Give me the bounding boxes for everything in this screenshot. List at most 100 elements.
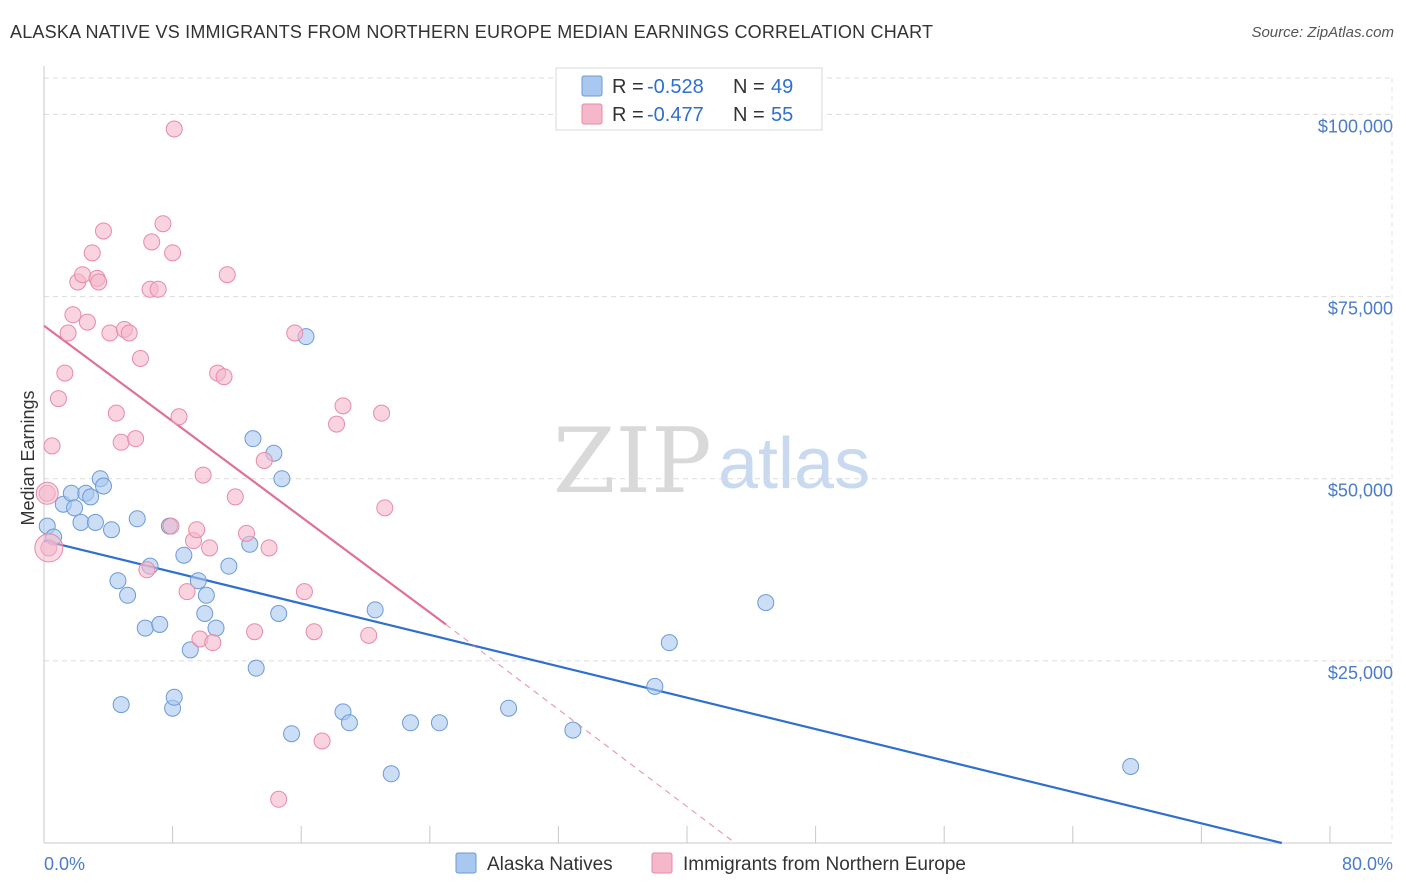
alaska-native-point-21 [175,546,193,564]
northern-europe-point-49 [313,732,331,750]
northern-europe-point-30 [178,583,196,601]
northern-europe-point-20 [131,350,149,367]
alaska-native-point-8 [86,513,104,531]
alaska-native-point-29 [247,659,265,677]
alaska-native-point-3 [62,484,80,502]
northern-europe-point-13 [94,222,112,240]
legend-swatch-northern-europe [651,852,673,874]
northern-europe-point-9 [78,313,96,331]
alaska-native-point-41 [500,699,518,717]
stats-swatch-1 [581,75,603,97]
alaska-native-point-24 [196,605,214,622]
alaska-native-point-48 [220,557,238,575]
y-tick-label-3: $100,000 [1318,116,1393,136]
alaska-native-point-14 [128,510,146,528]
alaska-native-point-36 [340,714,358,732]
northern-europe-point-23 [143,233,161,251]
series-legend: Alaska Natives Immigrants from Northern … [455,852,966,875]
northern-europe-point-34 [194,466,212,484]
y-tick-label-2: $75,000 [1328,299,1393,319]
northern-europe-point-50 [328,415,346,433]
northern-europe-point-10 [83,244,101,262]
northern-europe-point-28 [165,120,183,138]
alaska-native-point-32 [273,470,291,488]
stats-legend: R = -0.528 N = 49 R = -0.477 N = 55 [555,67,823,131]
northern-europe-point-53 [373,404,391,422]
chart-title: ALASKA NATIVE VS IMMIGRANTS FROM NORTHER… [10,22,934,42]
alaska-native-point-25 [197,586,215,604]
alaska-native-point-40 [430,714,448,732]
northern-europe-point-32 [188,521,206,539]
alaska-native-point-13 [119,586,137,604]
northern-europe-point-26 [162,517,180,535]
alaska-native-point-5 [72,513,90,531]
alaska-native-point-37 [366,601,384,619]
watermark-atlas: atlas [718,424,870,504]
x-tick-label-right: 80.0% [1342,854,1393,874]
alaska-native-point-22 [181,641,199,659]
stats-swatch-2 [581,103,603,125]
alaska-native-point-15 [136,619,154,637]
northern-europe-point-41 [238,524,256,542]
x-tick-label-left: 0.0% [44,854,85,874]
northern-europe-point-35 [201,539,219,557]
stats-r-label-2: R = [612,104,649,126]
northern-europe-point-43 [255,452,273,469]
stats-r-label-1: R = [612,76,649,98]
northern-europe-point-2 [43,437,61,455]
legend-label-northern-europe: Immigrants from Northern Europe [683,854,966,875]
alaska-native-point-10 [94,477,112,495]
alaska-native-point-4 [66,499,84,517]
alaska-native-point-28 [244,430,262,448]
alaska-native-point-42 [564,721,582,739]
alaska-native-point-31 [270,605,288,622]
watermark-zip: ZIP [553,409,712,514]
northern-europe-point-48 [305,623,323,641]
x-tick-labels: 0.0% 80.0% [44,854,1393,874]
northern-europe-point-42 [246,623,264,641]
northern-europe-point-54 [376,499,394,517]
data-points [34,120,1140,808]
northern-europe-point-38 [215,368,233,386]
northern-europe-point-large-2 [35,481,59,505]
northern-europe-point-19 [127,430,145,448]
northern-europe-point-39 [218,266,236,284]
trend-lines [43,324,1283,845]
y-tick-labels: $25,000 $50,000 $75,000 $100,000 [1318,116,1393,682]
y-axis-title: Median Earnings [18,390,38,525]
stats-n-label-2: N = [733,104,770,126]
northern-europe-point-15 [107,404,125,422]
northern-europe-point-6 [64,306,82,324]
alaska-native-point-44 [660,634,678,652]
northern-europe-point-36 [204,634,222,652]
watermark: ZIP atlas [553,409,870,514]
northern-europe-point-5 [59,324,77,342]
alaska-native-point-11 [103,521,121,539]
y-tick-label-1: $50,000 [1328,481,1393,501]
northern-europe-point-52 [360,626,378,644]
northern-europe-point-24 [149,280,167,298]
stats-r-value-2: -0.477 [647,104,704,126]
alaska-native-point-7 [82,488,100,506]
northern-europe-point-4 [56,364,74,382]
northern-europe-point-12 [90,273,108,291]
grid-lines [44,77,1393,843]
alaska-native-point-47 [112,696,130,714]
legend-swatch-alaska-natives [455,852,477,874]
northern-europe-point-16 [112,433,130,451]
trend-line-northern-europe-extension [445,623,736,844]
northern-europe-point-44 [260,539,278,557]
northern-europe-point-25 [154,215,172,233]
northern-europe-point-40 [226,488,244,506]
alaska-native-point-26 [207,619,225,637]
stats-n-value-1: 49 [771,76,793,98]
northern-europe-point-29 [170,408,188,426]
northern-europe-point-3 [49,390,67,408]
northern-europe-point-45 [270,790,288,808]
alaska-native-point-38 [382,765,400,783]
y-tick-label-0: $25,000 [1328,663,1393,683]
axes [43,66,1392,844]
alaska-native-point-17 [151,615,169,633]
alaska-native-point-23 [189,572,207,590]
